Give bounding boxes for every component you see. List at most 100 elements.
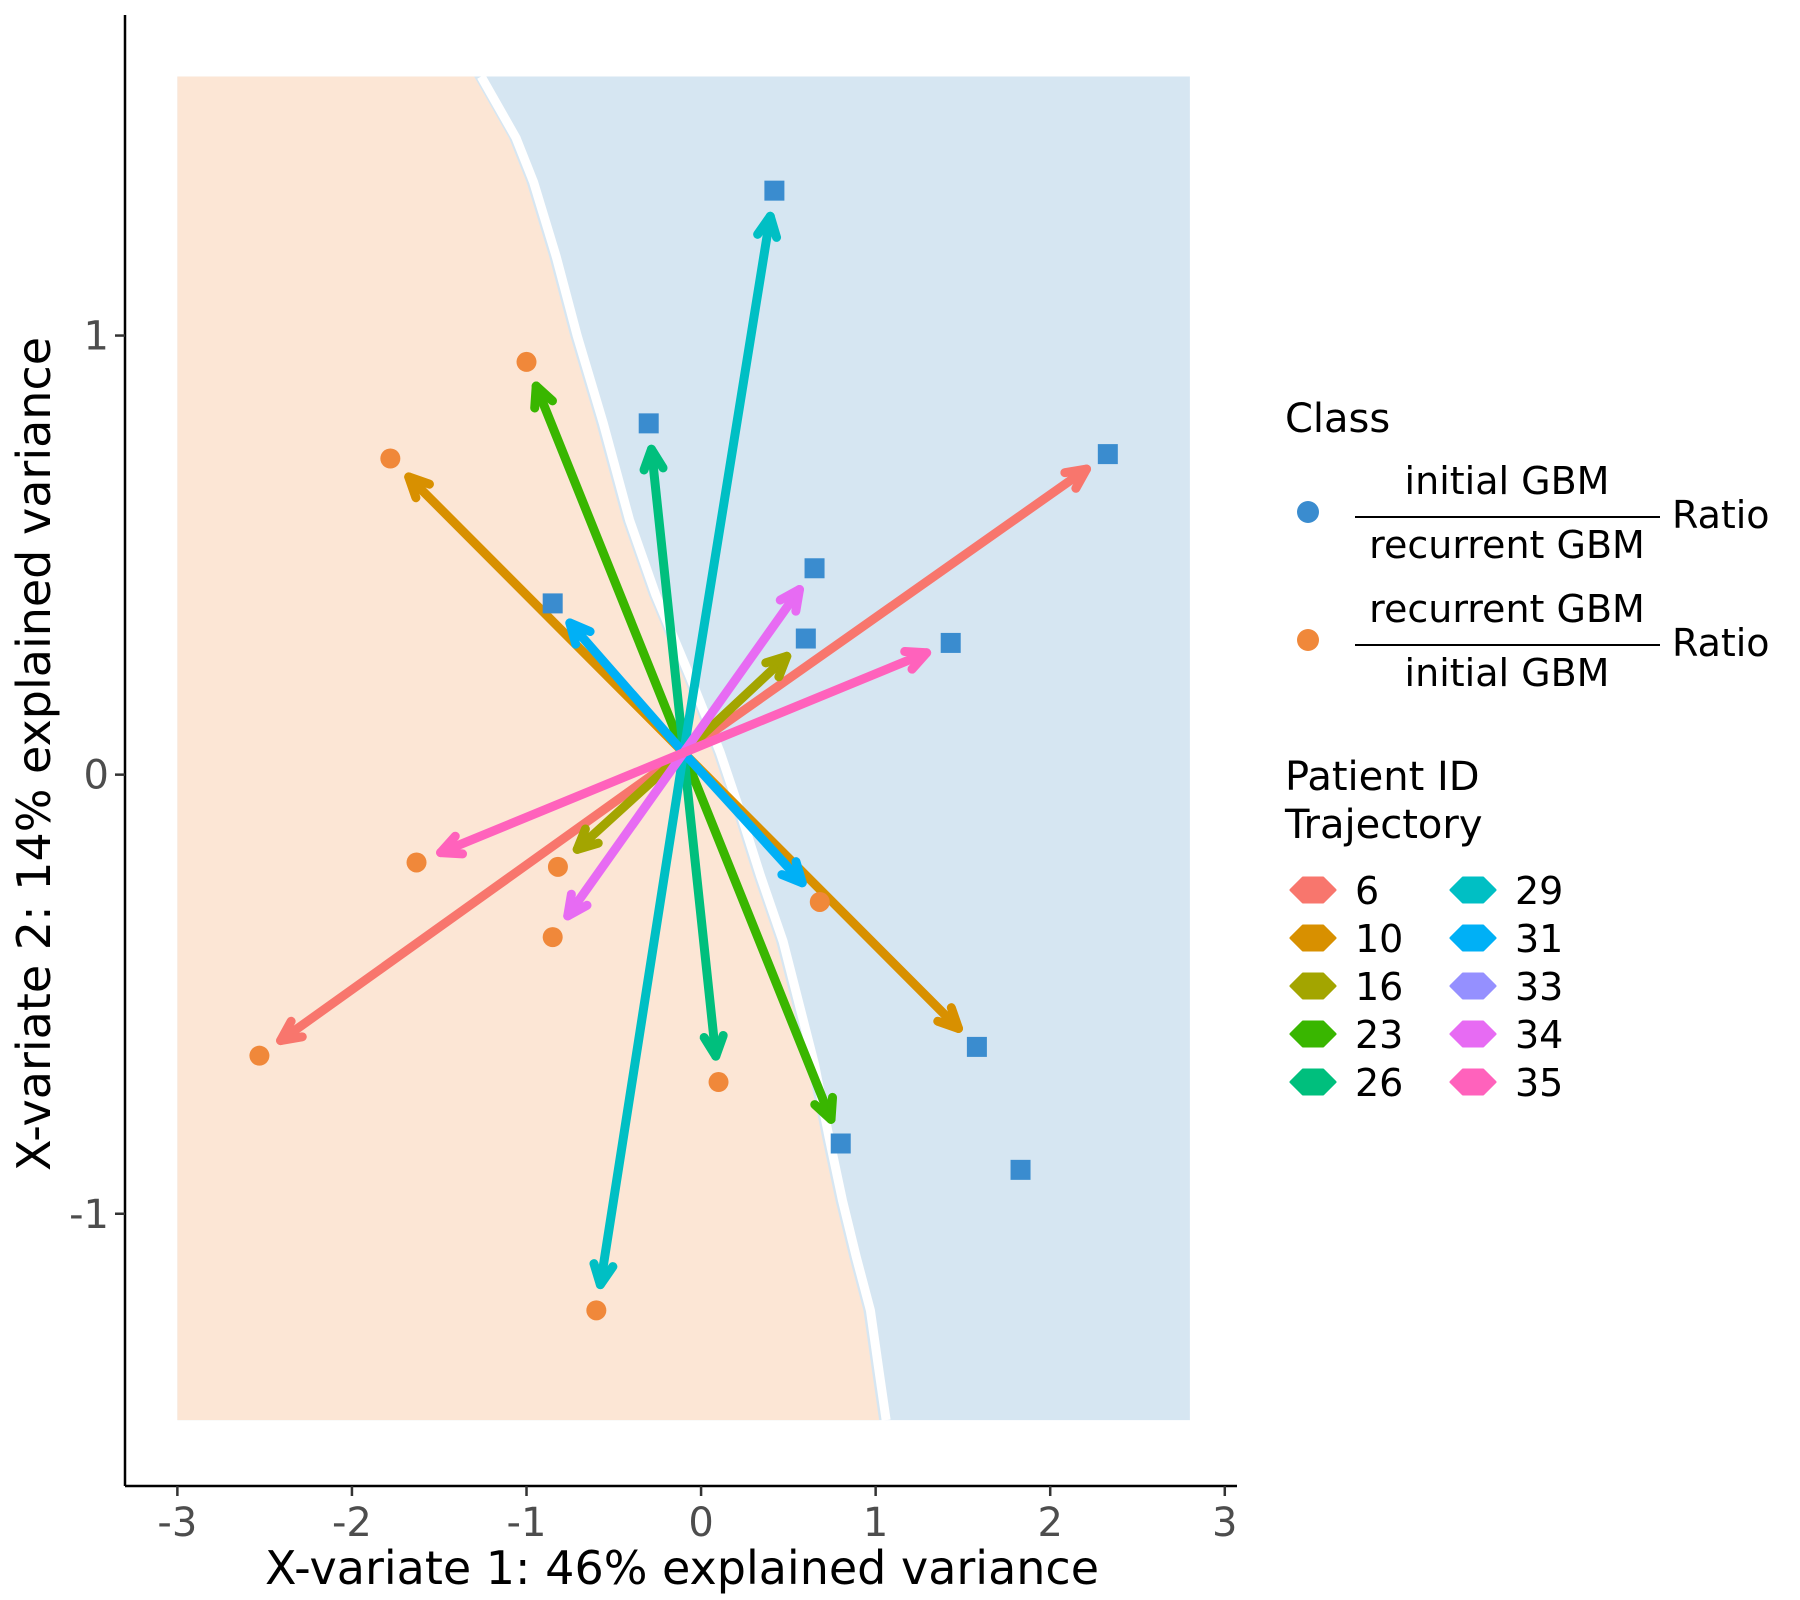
arrowhead-23 [810,1092,838,1124]
arrowhead-29 [753,211,782,242]
legend-key-16 [1289,972,1337,1000]
arrowhead-23 [530,381,557,413]
legend-label-26: 26 [1355,1061,1403,1105]
point-initial [830,1133,851,1154]
arrowhead-26 [639,444,668,475]
legend-label-35: 35 [1515,1061,1563,1105]
trajectory-6 [679,464,1092,758]
point-recurrent [547,856,568,877]
legend-key-35 [1449,1068,1497,1096]
trajectory-31 [679,748,807,888]
legend-key-recurrent [1297,629,1319,651]
arrowhead-6 [1060,464,1092,493]
trajectory-6 [276,748,689,1046]
arrowhead-6 [276,1016,307,1046]
arrowhead-35 [900,646,932,674]
x-tick-label: -1 [507,1500,547,1546]
legend: Class initial GBM recurrent GBM Ratio re… [1284,396,1770,1105]
legend-label-23: 23 [1355,1013,1403,1057]
legend-class-title: Class [1285,396,1390,442]
legend-key-initial [1297,501,1319,523]
trajectory-31 [565,618,689,758]
point-initial [966,1036,987,1057]
point-initial [542,593,563,614]
legend-key-26 [1289,1068,1337,1096]
point-initial [795,628,816,649]
trajectory-29 [595,748,689,1290]
trajectory-arrows [276,211,1092,1290]
arrowhead-26 [699,1030,728,1061]
point-recurrent [586,1300,607,1321]
arrowhead-31 [565,618,595,649]
point-recurrent [708,1072,729,1093]
trajectory-35 [679,648,932,758]
y-tick-label: 0 [84,753,109,799]
point-initial [764,180,785,201]
arrowhead-29 [589,1259,618,1290]
legend-key-6 [1289,876,1337,904]
legend-initial-denominator: recurrent GBM [1369,523,1645,567]
legend-label-34: 34 [1515,1013,1563,1057]
trajectory-34 [679,584,804,758]
legend-initial-suffix: Ratio [1672,493,1770,537]
legend-label-10: 10 [1355,917,1403,961]
point-initial [804,558,825,579]
legend-initial-numerator: initial GBM [1405,459,1610,503]
legend-key-31 [1449,924,1497,952]
x-tick-label: 2 [1037,1500,1062,1546]
legend-trajectory-title-line2: Trajectory [1284,802,1483,848]
point-initial [1097,444,1118,465]
point-recurrent [406,852,427,873]
point-recurrent [380,448,401,469]
trajectory-35 [436,748,689,858]
arrowhead-34 [775,584,804,616]
legend-recurrent-suffix: Ratio [1672,621,1770,665]
legend-key-33 [1449,972,1497,1000]
x-tick-label: -3 [157,1500,197,1546]
tick-labels: -3 -2 -1 0 1 2 3 -1 0 1 [69,314,1237,1546]
trajectory-16 [572,748,689,854]
arrowhead-31 [777,857,807,888]
legend-key-10 [1289,924,1337,952]
recurrent-region [177,76,880,1421]
plot-background [177,74,1190,1421]
x-axis-label: X-variate 1: 46% explained variance [265,1541,1099,1595]
legend-label-6: 6 [1355,869,1379,913]
arrowhead-16 [761,651,792,682]
trajectory-16 [679,651,792,758]
point-recurrent [249,1045,270,1066]
legend-key-23 [1289,1020,1337,1048]
point-recurrent [542,927,563,948]
trajectory-34 [563,748,689,921]
axes [123,15,1237,1488]
x-tick-label: -2 [332,1500,372,1546]
y-tick-label: -1 [69,1192,109,1238]
trajectory-26 [646,444,689,758]
point-recurrent [516,351,537,372]
legend-trajectory-title-line1: Patient ID [1285,754,1480,800]
trajectory-23 [531,381,689,758]
legend-label-31: 31 [1515,917,1563,961]
legend-key-34 [1449,1020,1497,1048]
x-tick-label: 3 [1212,1500,1237,1546]
legend-recurrent-numerator: recurrent GBM [1369,587,1645,631]
class-points [249,180,1118,1321]
x-tick-label: 0 [688,1500,713,1546]
point-initial [1010,1159,1031,1180]
arrowhead-10 [404,472,434,503]
trajectory-29 [679,211,775,758]
trajectory-26 [679,748,721,1061]
point-recurrent [809,891,830,912]
legend-key-29 [1449,876,1497,904]
arrowhead-34 [563,889,592,921]
legend-recurrent-denominator: initial GBM [1405,651,1610,695]
x-tick-label: 1 [863,1500,888,1546]
y-tick-label: 1 [84,314,109,360]
legend-label-29: 29 [1515,869,1563,913]
point-initial [638,413,659,434]
arrowhead-10 [933,1003,964,1033]
arrowhead-35 [436,831,468,859]
y-axis-label: X-variate 2: 14% explained variance [7,337,61,1171]
